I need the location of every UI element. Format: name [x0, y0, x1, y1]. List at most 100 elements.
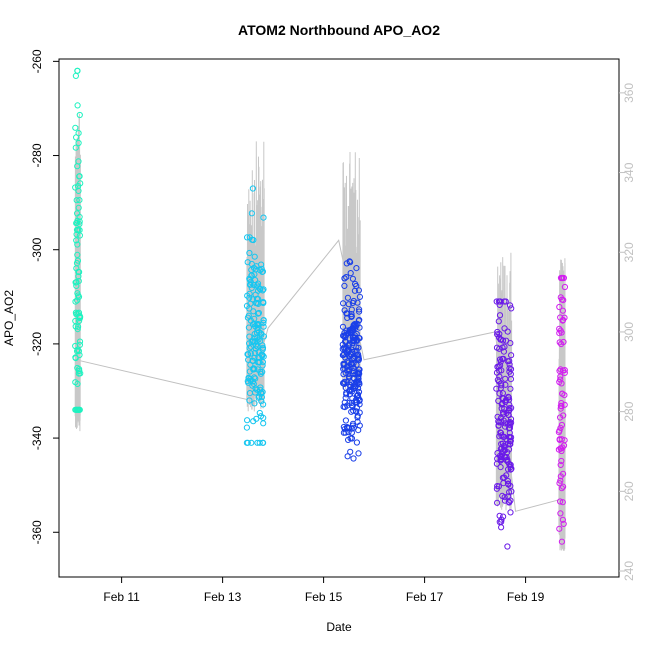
data-point	[340, 300, 347, 307]
data-point	[498, 405, 505, 412]
data-point	[354, 320, 361, 328]
data-point	[346, 391, 353, 398]
series-5	[555, 274, 569, 545]
data-point	[254, 343, 261, 350]
data-point	[246, 305, 253, 312]
data-point	[76, 221, 83, 228]
data-point	[557, 366, 564, 373]
data-point	[348, 306, 355, 313]
data-point	[557, 477, 564, 484]
data-point	[560, 520, 567, 528]
data-point	[493, 344, 501, 351]
data-point	[557, 498, 564, 505]
data-point	[253, 263, 260, 270]
data-point	[251, 338, 258, 345]
data-point	[506, 489, 513, 496]
y2-tick-label: 320	[622, 242, 636, 262]
x-tick-label: Feb 13	[204, 590, 242, 604]
data-point	[504, 543, 511, 550]
data-point	[340, 429, 347, 436]
data-point	[253, 415, 260, 422]
data-point	[347, 435, 354, 442]
data-point	[251, 253, 258, 260]
data-point	[495, 418, 502, 425]
data-point	[496, 312, 504, 319]
data-point	[346, 373, 353, 380]
data-point	[349, 325, 356, 332]
series-1	[72, 67, 84, 413]
data-point	[75, 273, 82, 280]
data-point	[344, 453, 351, 460]
data-point	[505, 394, 512, 401]
x-tick-label: Feb 19	[507, 590, 545, 604]
data-point	[559, 499, 566, 506]
data-point	[561, 314, 568, 321]
series-2	[243, 185, 267, 446]
data-point	[72, 144, 79, 151]
data-point	[496, 373, 503, 380]
y-tick-label: -260	[30, 49, 44, 73]
data-point	[493, 385, 500, 392]
data-point	[260, 286, 267, 293]
data-point	[496, 512, 503, 519]
data-point	[507, 302, 514, 309]
data-point	[260, 323, 267, 330]
data-point	[559, 390, 566, 397]
data-point	[507, 437, 514, 445]
data-point	[341, 360, 348, 367]
data-point	[506, 368, 513, 375]
data-point	[557, 402, 565, 409]
data-point	[72, 279, 79, 286]
data-point	[246, 234, 253, 241]
series-4	[493, 298, 515, 550]
data-point	[506, 405, 513, 412]
data-point	[73, 226, 81, 234]
data-point	[346, 258, 353, 265]
y-tick-label: -280	[30, 143, 44, 167]
data-point	[74, 67, 81, 74]
data-point	[355, 450, 362, 457]
data-point	[497, 464, 504, 471]
data-point	[558, 485, 565, 492]
data-point	[355, 388, 363, 396]
data-point	[352, 383, 359, 390]
data-point	[354, 418, 361, 425]
data-point	[560, 442, 568, 449]
data-point	[356, 308, 363, 315]
data-point	[246, 397, 253, 404]
data-point	[244, 417, 251, 424]
data-point	[348, 311, 355, 318]
data-point	[251, 271, 258, 278]
data-point	[75, 348, 83, 355]
data-point	[75, 130, 82, 137]
data-point	[342, 334, 349, 341]
data-point	[500, 409, 507, 416]
data-point	[496, 334, 503, 341]
data-point	[498, 524, 505, 531]
data-point	[251, 374, 258, 381]
y-tick-label: -300	[30, 237, 44, 261]
data-point	[260, 214, 267, 221]
data-point	[72, 184, 79, 191]
data-point	[349, 275, 356, 282]
data-point	[557, 473, 564, 480]
data-point	[494, 331, 501, 338]
data-point	[260, 401, 267, 408]
data-point	[561, 283, 569, 291]
data-point	[507, 509, 514, 516]
data-point	[556, 525, 563, 532]
data-point	[497, 429, 504, 436]
data-point	[501, 433, 508, 440]
data-point	[256, 409, 263, 417]
data-point	[557, 327, 564, 334]
data-point	[256, 439, 263, 446]
data-point	[506, 361, 513, 368]
data-point	[559, 516, 567, 523]
data-point	[354, 414, 361, 421]
data-point	[248, 284, 255, 291]
data-point	[74, 257, 82, 264]
data-point	[497, 445, 504, 452]
data-point	[252, 389, 259, 396]
data-point	[499, 395, 506, 402]
data-point	[249, 296, 256, 303]
